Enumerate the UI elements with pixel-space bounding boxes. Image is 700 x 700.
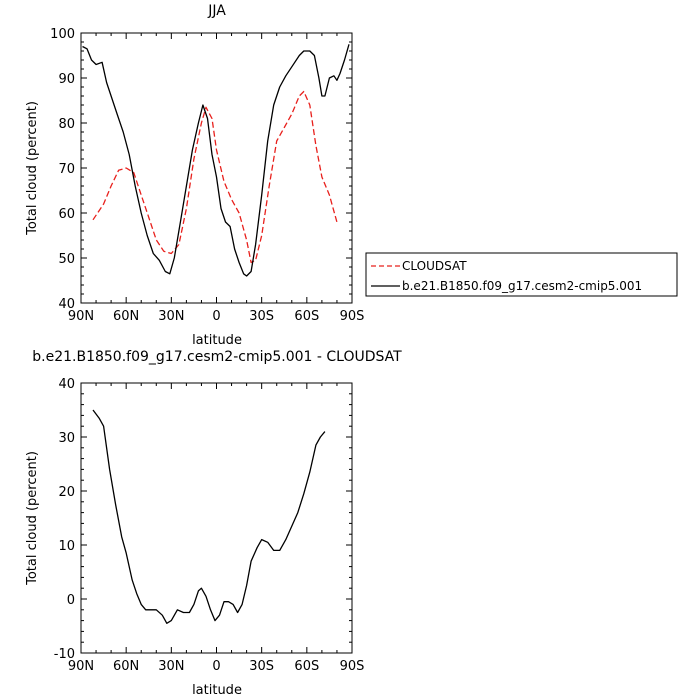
top-plot: JJA 90N 60N 30N 0 30S 60S 90S 405060708090100 …: [25, 3, 364, 348]
top-y-tick-label: 60: [58, 207, 75, 222]
top-y-axis: 40 50 60 70 80 90 100: [50, 27, 352, 312]
bottom-x-tick-label: 30N: [158, 659, 184, 674]
top-x-tick-label: 60N: [113, 309, 139, 324]
bottom-x-tick-label: 60S: [294, 659, 319, 674]
bottom-y-tick-label: 10: [58, 539, 75, 554]
bottom-y-tick-label: 30: [58, 431, 75, 446]
bottom-series-group: [92, 409, 326, 624]
top-series-line-0: [92, 90, 338, 264]
legend: CLOUDSAT b.e21.B1850.f09_g17.cesm2-cmip5…: [365, 252, 678, 297]
top-x-tick-label: 90S: [340, 309, 365, 324]
bottom-x-tick-label: 90N: [68, 659, 94, 674]
top-y-tick-label: 90: [58, 72, 75, 87]
top-x-tick-label: 60S: [294, 309, 319, 324]
top-plot-title: JJA: [207, 3, 226, 19]
bottom-x-tick-label: 60N: [113, 659, 139, 674]
bottom-y-tick-label: -10: [54, 647, 75, 662]
top-y-tick-label: 80: [58, 117, 75, 132]
legend-label-model: b.e21.B1850.f09_g17.cesm2-cmip5.001: [402, 279, 642, 293]
top-y-tick-label: 40: [58, 297, 75, 312]
bottom-x-axis-label: latitude: [192, 683, 242, 698]
bottom-x-tick-label: 0: [212, 659, 220, 674]
bottom-x-axis: 90N 60N 30N 0 30S 60S 90S: [68, 383, 365, 674]
top-y-tick-label: 70: [58, 162, 75, 177]
bottom-plot-frame: [80, 382, 353, 654]
bottom-series-line-0: [92, 409, 326, 624]
top-plot-frame: [80, 32, 353, 304]
top-y-axis-label: Total cloud (percent): [25, 101, 40, 236]
bottom-y-tick-label: 40: [58, 377, 75, 392]
top-x-tick-label: 90N: [68, 309, 94, 324]
top-x-axis: 90N 60N 30N 0 30S 60S 90S: [68, 33, 365, 324]
top-series-group: [82, 44, 350, 277]
bottom-y-tick-label: 20: [58, 485, 75, 500]
top-x-tick-label: 30N: [158, 309, 184, 324]
legend-box: [365, 252, 678, 297]
top-x-axis-label: latitude: [192, 333, 242, 348]
bottom-x-tick-label: 90S: [340, 659, 365, 674]
top-x-tick-label: 30S: [249, 309, 274, 324]
bottom-plot-title: b.e21.B1850.f09_g17.cesm2-cmip5.001 - CL…: [32, 349, 402, 365]
top-y-tick-label: 100: [50, 27, 75, 42]
bottom-y-axis-label: Total cloud (percent): [25, 451, 40, 586]
bottom-y-tick-label: 0: [67, 593, 75, 608]
legend-label-cloudsat: CLOUDSAT: [402, 259, 467, 273]
top-x-tick-label: 0: [212, 309, 220, 324]
bottom-x-tick-label: 30S: [249, 659, 274, 674]
top-series-line-1: [82, 44, 350, 277]
top-y-tick-label: 50: [58, 252, 75, 267]
bottom-y-axis: -10 0 10 20 30 40: [54, 377, 352, 662]
bottom-plot: b.e21.B1850.f09_g17.cesm2-cmip5.001 - CL…: [25, 349, 402, 698]
